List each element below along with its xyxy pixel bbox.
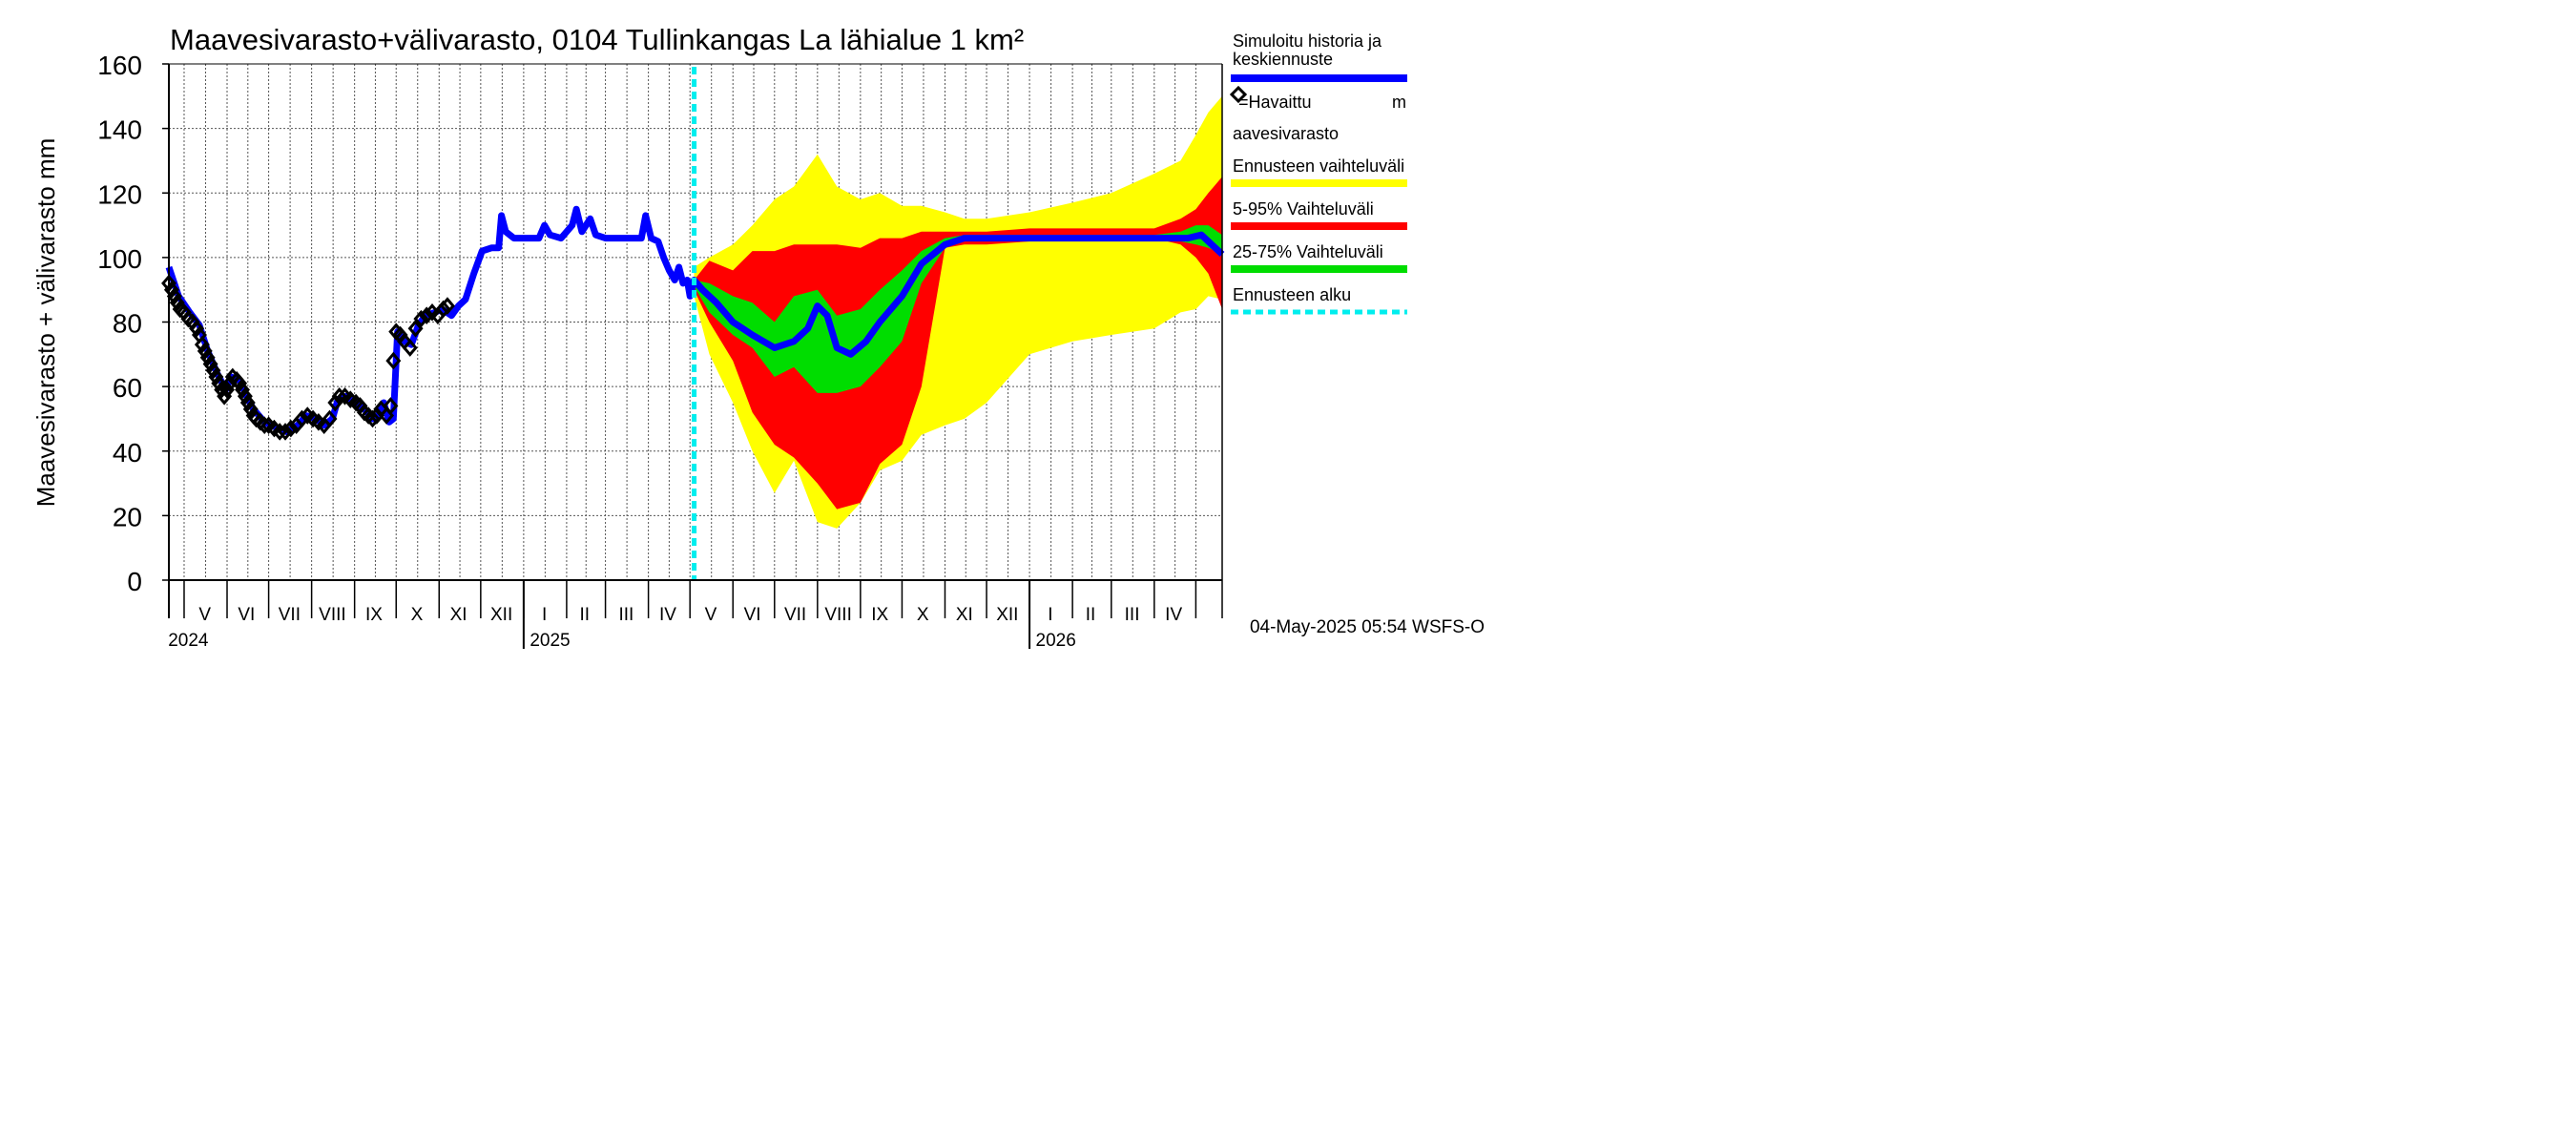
legend-obs-label-1-suffix: m [1392, 93, 1406, 112]
simulated-median-line [165, 205, 1225, 435]
y-axis-label: Maavesivarasto + välivarasto mm [31, 138, 60, 508]
month-label: XI [956, 605, 973, 625]
observed-point [343, 390, 359, 408]
observed-point [379, 406, 395, 425]
legend-sim-label-2: keskiennuste [1233, 50, 1333, 69]
legend-obs-label-1: =Havaittu [1238, 93, 1312, 112]
legend-sim-label-1: Simuloitu historia ja [1233, 31, 1382, 51]
y-tick-label: 60 [113, 373, 142, 403]
month-label: III [618, 605, 634, 625]
y-tick-label: 160 [97, 51, 142, 80]
y-tick-label: 20 [113, 502, 142, 531]
observed-point [402, 339, 418, 357]
month-label: XII [996, 605, 1018, 625]
year-label: 2024 [168, 631, 209, 651]
legend-forecast-start-label: Ennusteen alku [1233, 285, 1351, 304]
y-tick-label: 0 [127, 567, 142, 596]
chart-title: Maavesivarasto+välivarasto, 0104 Tullink… [170, 23, 1024, 56]
legend-p25-75-label: 25-75% Vaihteluväli [1233, 242, 1383, 261]
month-label: VII [279, 605, 301, 625]
observed-point [191, 325, 207, 344]
chart: Maavesivarasto+välivarasto, 0104 Tullink… [31, 23, 1485, 651]
forecast-bands [694, 95, 1222, 529]
month-label: III [1125, 605, 1140, 625]
y-tick-label: 120 [97, 179, 142, 209]
legend-obs-diamond-icon [1229, 85, 1248, 104]
footer-timestamp: 04-May-2025 05:54 WSFS-O [1250, 617, 1485, 637]
observed-point [278, 423, 293, 441]
month-label: VII [784, 605, 806, 625]
legend-p5-95-label: 5-95% Vaihteluväli [1233, 199, 1374, 219]
observed-point [266, 419, 282, 438]
observed-point [425, 303, 440, 322]
observed-point [310, 413, 326, 431]
plot-frame [162, 63, 1223, 618]
y-tick-label: 40 [113, 438, 142, 468]
legend-full-range-swatch [1231, 179, 1407, 187]
y-tick-label: 100 [97, 244, 142, 274]
month-label: X [411, 605, 424, 625]
legend-sim-swatch [1231, 74, 1407, 82]
y-tick-labels: 0 20 40 60 80 100 120 140 160 [97, 51, 142, 596]
observed-point [413, 309, 429, 328]
legend: Simuloitu historia ja keskiennuste =Hava… [1229, 31, 1407, 315]
observed-point [383, 397, 399, 415]
month-label: I [542, 605, 547, 625]
y-tick-label: 80 [113, 309, 142, 339]
band-5-95 [694, 177, 1222, 510]
month-label: I [1048, 605, 1052, 625]
month-label: X [917, 605, 929, 625]
year-label: 2025 [530, 631, 570, 651]
legend-full-range-label: Ennusteen vaihteluväli [1233, 156, 1404, 176]
band-25-75 [694, 225, 1222, 393]
observed-point [337, 386, 353, 406]
month-label: II [1086, 605, 1096, 625]
y-tick-label: 140 [97, 115, 142, 145]
year-label: 2026 [1036, 631, 1076, 651]
observed-point [440, 297, 455, 315]
series-lines [165, 67, 1225, 580]
month-label: XI [450, 605, 467, 625]
month-label: VI [238, 605, 255, 625]
month-label: IX [871, 605, 888, 625]
x-axis: V VI VII VIII IX X XI XII I II III IV V VI VII VIII IX X X… [168, 580, 1197, 651]
month-label: XII [490, 605, 512, 625]
observed-point [331, 386, 347, 406]
observed-point [300, 406, 316, 425]
month-label: VIII [319, 605, 346, 625]
observed-point [407, 319, 424, 338]
month-label: IX [365, 605, 383, 625]
legend-p5-95-swatch [1231, 222, 1407, 230]
observed-point [272, 423, 288, 441]
observed-point [385, 351, 402, 370]
month-label: VIII [824, 605, 852, 625]
legend-obs-label-2: aavesivarasto [1233, 124, 1339, 143]
observed-point [322, 409, 338, 428]
month-label: IV [659, 605, 676, 625]
month-label: VI [744, 605, 761, 625]
month-label: II [580, 605, 591, 625]
month-label: V [198, 605, 211, 625]
observed-point [305, 409, 322, 428]
observed-point [282, 419, 299, 438]
observed-point [260, 416, 277, 435]
month-label: V [705, 605, 717, 625]
month-label: IV [1165, 605, 1182, 625]
legend-p25-75-swatch [1231, 265, 1407, 273]
